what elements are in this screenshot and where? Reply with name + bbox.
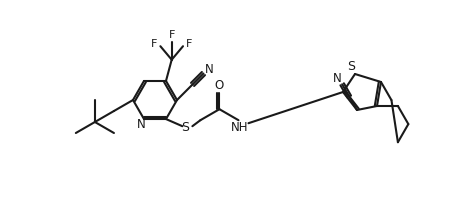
Text: O: O	[214, 79, 224, 92]
Text: S: S	[346, 60, 354, 73]
Text: S: S	[181, 121, 189, 134]
Text: NH: NH	[230, 121, 248, 134]
Text: F: F	[185, 39, 192, 49]
Text: N: N	[205, 63, 213, 76]
Text: N: N	[136, 117, 145, 131]
Text: F: F	[151, 39, 157, 49]
Text: N: N	[332, 72, 341, 85]
Text: F: F	[168, 30, 175, 40]
